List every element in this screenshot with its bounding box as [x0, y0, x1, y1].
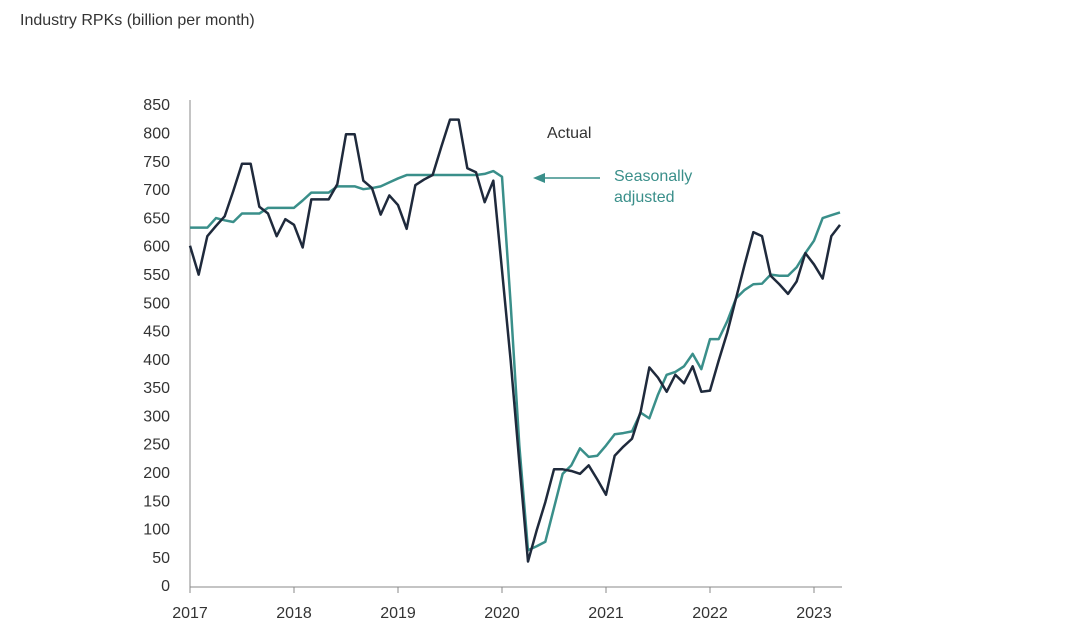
series-line: [190, 169, 841, 552]
x-tick-label: 2019: [380, 605, 416, 622]
y-tick-label: 50: [152, 550, 170, 567]
y-tick-label: 0: [161, 578, 170, 595]
chart-title: Industry RPKs (billion per month): [20, 12, 255, 29]
y-tick-label: 400: [143, 352, 170, 369]
y-tick-label: 850: [143, 97, 170, 114]
annotation-arrowhead: [533, 173, 545, 183]
x-tick-label: 2020: [484, 605, 520, 622]
x-tick-label: 2018: [276, 605, 312, 622]
annotation: Actual: [547, 125, 591, 142]
y-tick-label: 300: [143, 408, 170, 425]
x-tick-label: 2022: [692, 605, 728, 622]
series-line: [188, 118, 841, 563]
x-tick-label: 2017: [172, 605, 208, 622]
y-tick-label: 200: [143, 465, 170, 482]
y-tick-label: 500: [143, 295, 170, 312]
y-tick-label: 150: [143, 493, 170, 510]
x-tick-label: 2023: [796, 605, 832, 622]
y-tick-label: 600: [143, 239, 170, 256]
y-tick-label: 800: [143, 126, 170, 143]
x-tick-label: 2021: [588, 605, 624, 622]
y-tick-label: 750: [143, 154, 170, 171]
annotation: adjusted: [614, 189, 675, 206]
y-tick-label: 450: [143, 324, 170, 341]
y-tick-label: 650: [143, 210, 170, 227]
y-tick-label: 250: [143, 437, 170, 454]
y-tick-label: 350: [143, 380, 170, 397]
y-tick-label: 700: [143, 182, 170, 199]
y-tick-label: 550: [143, 267, 170, 284]
y-tick-label: 100: [143, 522, 170, 539]
annotation: Seasonally: [614, 168, 692, 185]
